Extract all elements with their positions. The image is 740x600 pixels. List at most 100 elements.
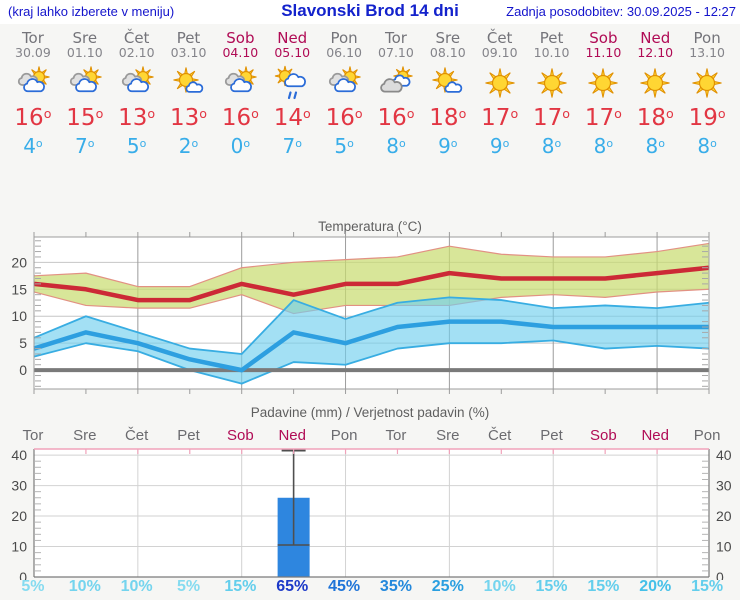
sunny-icon (692, 68, 722, 98)
forecast-day-column: Pon 06.10 16o 5o (318, 30, 370, 161)
partly-cloudy-icon (328, 66, 361, 93)
day-date: 08.10 (429, 45, 466, 60)
forecast-day-column: Ned 12.10 18o 8o (629, 30, 681, 161)
day-low-temp: 8o (386, 134, 406, 158)
mostly-sunny-icon (432, 67, 463, 93)
day-date: 05.10 (274, 45, 311, 60)
precip-day-label: Čet (124, 427, 149, 444)
forecast-day-column: Čet 09.10 17o 9o (474, 30, 526, 161)
day-high-temp: 18o (636, 105, 674, 131)
precip-probability: 25% (431, 578, 464, 595)
day-high-temp: 17o (584, 105, 622, 131)
day-name: Tor (21, 29, 44, 47)
forecast-day-column: Ned 05.10 14o 7o (266, 30, 318, 161)
day-date: 09.10 (481, 45, 518, 60)
day-low-temp: 9o (438, 134, 458, 158)
partly-cloudy-icon (17, 66, 50, 93)
day-high-temp: 16o (325, 105, 363, 131)
day-low-temp: 9o (489, 134, 510, 158)
day-low-temp: 7o (282, 134, 302, 158)
mostly-sunny-icon (172, 67, 203, 93)
precip-day-label: Čet (487, 427, 512, 444)
day-high-temp: 16o (221, 105, 259, 131)
forecast-day-column: Sre 08.10 18o 9o (422, 30, 474, 161)
day-name: Sre (72, 29, 98, 47)
day-high-temp: 16o (14, 105, 52, 131)
day-date: 02.10 (118, 45, 155, 60)
precip-probability: 35% (379, 578, 412, 595)
forecast-day-column: Pon 13.10 19o 8o (681, 30, 733, 161)
day-name: Sob (589, 29, 618, 47)
sunny-icon (588, 68, 618, 98)
day-low-temp: 5o (334, 134, 354, 158)
y-axis-label: 40 (11, 447, 27, 463)
precip-probability: 15% (691, 578, 724, 595)
day-date: 07.10 (378, 45, 414, 60)
precip-probability: 20% (639, 578, 672, 595)
day-date: 11.10 (585, 45, 622, 60)
day-high-temp: 17o (533, 105, 571, 131)
precip-day-label: Tor (385, 427, 407, 444)
precip-day-label: Pet (177, 427, 200, 444)
precip-day-label: Tor (22, 427, 44, 444)
day-high-temp: 18o (429, 105, 467, 131)
day-low-temp: 2o (178, 134, 199, 158)
day-high-temp: 13o (118, 105, 156, 131)
day-date: 12.10 (637, 45, 674, 60)
day-low-temp: 8o (645, 134, 665, 158)
day-name: Pon (330, 29, 358, 47)
precip-day-label: Pon (693, 427, 721, 444)
precip-probability: 10% (68, 578, 101, 595)
day-high-temp: 16o (377, 105, 415, 131)
precipitation-chart: 0 0 10 10 20 20 30 30 40 40 (11, 447, 732, 580)
forecast-day-column: Pet 10.10 17o 8o (526, 30, 578, 161)
forecast-day-column: Sob 04.10 16o 0o (214, 30, 266, 161)
precip-probability: 10% (483, 578, 516, 595)
day-low-temp: 5o (126, 134, 147, 158)
menu-hint: (kraj lahko izberete v meniju) (8, 4, 175, 19)
day-name: Čet (486, 29, 513, 47)
mostly-cloudy-icon (380, 66, 413, 93)
page-header: (kraj lahko izberete v meniju) Slavonski… (0, 0, 740, 24)
y-axis-label: 20 (716, 508, 732, 524)
y-axis-label: 30 (11, 478, 27, 494)
day-name: Tor (384, 29, 407, 47)
y-axis-label: 15 (11, 281, 27, 297)
precip-chart-title: Padavine (mm) / Verjetnost padavin (%) (250, 405, 490, 420)
precip-day-label: Pet (540, 427, 563, 444)
day-date: 10.10 (533, 45, 570, 60)
precip-probability: 5% (176, 578, 201, 595)
max-band-edge (33, 242, 710, 288)
precip-probability: 15% (587, 578, 620, 595)
plot-background (34, 449, 709, 577)
precip-day-label: Pon (330, 427, 358, 444)
day-name: Sob (226, 29, 255, 47)
partly-cloudy-icon (69, 66, 102, 93)
forecast-day-column: Sre 01.10 15o 7o (59, 30, 111, 161)
day-low-temp: 8o (541, 134, 562, 158)
day-high-temp: 19o (688, 105, 726, 131)
day-date: 30.09 (15, 45, 51, 60)
max-temp-line (33, 265, 710, 303)
day-date: 01.10 (66, 45, 103, 60)
day-name: Čet (123, 29, 150, 47)
day-name: Pet (539, 29, 564, 47)
y-axis-label: 10 (11, 308, 27, 324)
min-band-edge (33, 339, 710, 385)
partly-cloudy-icon (121, 66, 154, 93)
precip-day-label: Ned (641, 427, 669, 444)
day-date: 13.10 (689, 45, 725, 60)
y-axis-label: 10 (11, 539, 27, 555)
plot-frame (33, 236, 710, 390)
sunny-icon (640, 68, 670, 98)
temp-chart-title: Temperatura (°C) (318, 219, 422, 234)
sunny-icon (536, 68, 567, 98)
y-axis-label: 20 (11, 254, 27, 270)
day-name: Ned (640, 29, 671, 47)
day-low-temp: 8o (697, 134, 717, 158)
precip-probability: 15% (224, 578, 257, 595)
day-name: Pon (693, 29, 721, 47)
precip-day-label: Sob (227, 427, 254, 444)
forecast-day-column: Tor 07.10 16o 8o (370, 30, 422, 161)
precip-day-labels: Tor Sre Čet Pet Sob Ned Pon Tor Sre Čet Pet Sob Ned P… (7, 427, 733, 444)
